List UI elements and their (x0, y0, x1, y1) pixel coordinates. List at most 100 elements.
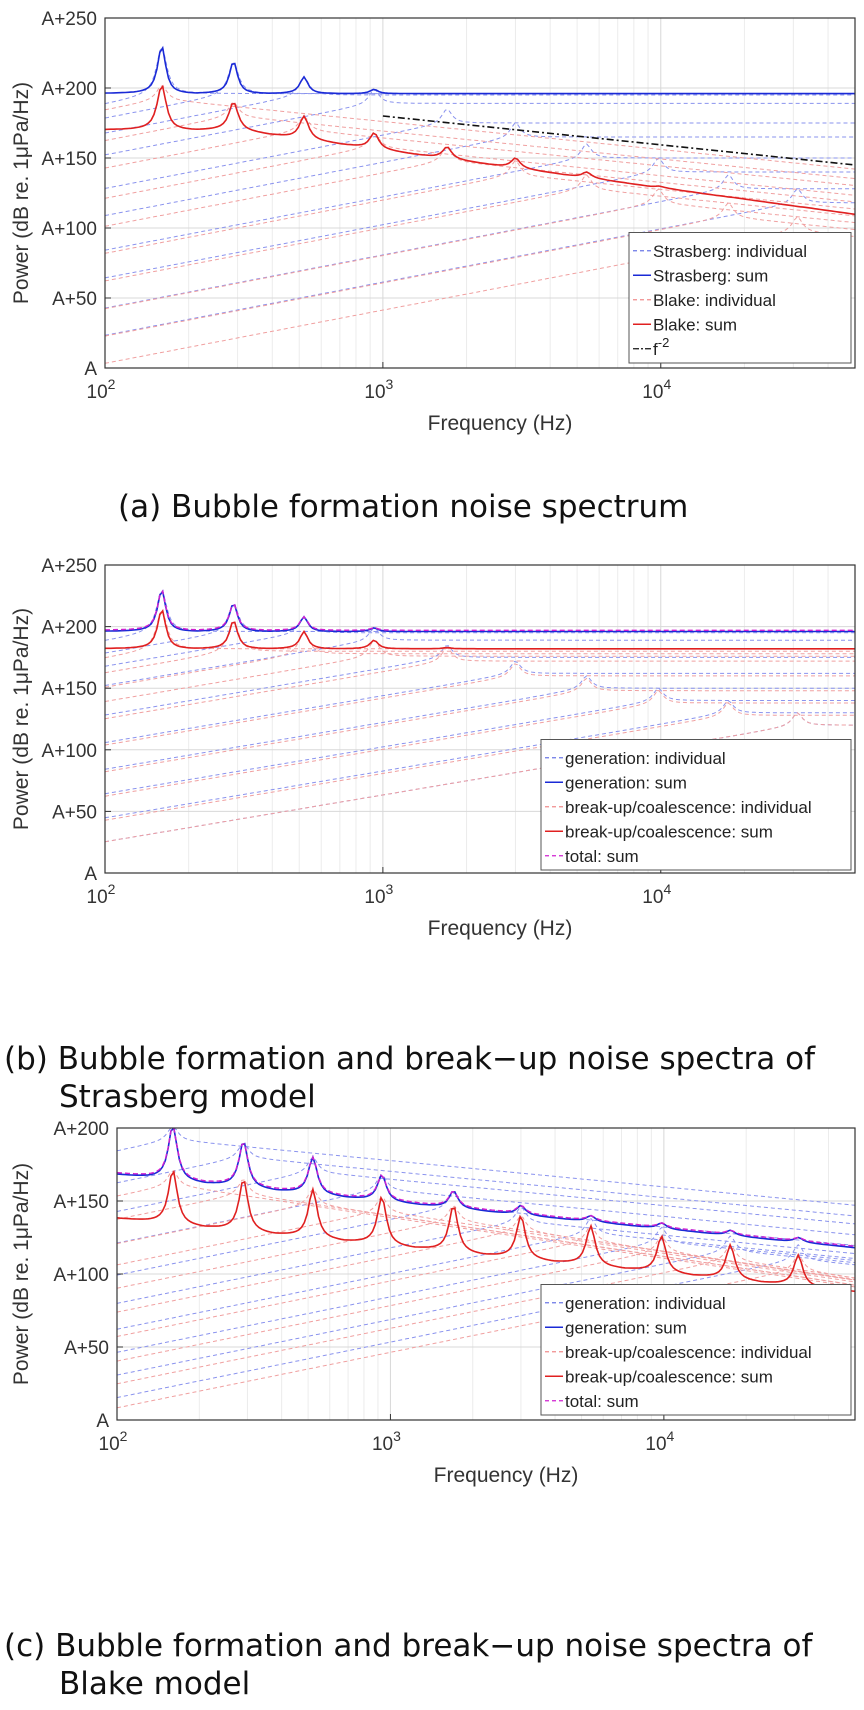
blake-individual-curve (105, 132, 855, 199)
legend-label-text: generation: sum (565, 773, 687, 792)
plot-area-c (117, 1128, 855, 1409)
breakup-sum-curve (105, 609, 855, 650)
legend-c: generation: individual generation: sum bre… (540, 1284, 852, 1416)
strasberg-individual-curve (105, 143, 855, 251)
breakup-individual-curve (105, 647, 855, 720)
legend-box (540, 739, 852, 871)
y-tick-label: A+100 (42, 219, 97, 240)
legend-label-text: break-up/coalescence: individual (565, 1343, 812, 1362)
x-tick-base: 10 (87, 887, 108, 908)
x-tick-label: 104 (645, 1428, 674, 1455)
y-tick-label: A+150 (54, 1192, 109, 1213)
x-tick-exp: 2 (108, 376, 116, 392)
caption-b: (b) Bubble formation and break−up noise … (4, 1040, 815, 1116)
legend-label: Strasberg: individual (653, 242, 807, 261)
y-tick-label: A+200 (42, 79, 97, 100)
y-tick-label: A+50 (52, 289, 97, 310)
y-axis-label: Power (dB re. 1μPa/Hz) (10, 82, 33, 304)
breakup-individual-curve (105, 630, 855, 688)
x-tick-label: 104 (642, 881, 671, 908)
strasberg-individual-curve (105, 157, 855, 279)
x-tick-base: 10 (87, 382, 108, 403)
caption-b-line-2: Strasberg model (59, 1079, 316, 1115)
caption-c: (c) Bubble formation and break−up noise … (4, 1627, 812, 1703)
breakup-individual-curve (117, 1170, 855, 1288)
panel-a: A A+50 A+100 A+150 A+200 A+250 102 103 104 Freque… (0, 0, 864, 545)
strasberg-individual-curve (105, 122, 855, 216)
legend-box (628, 232, 852, 364)
strasberg-individual-curve (105, 109, 855, 189)
breakup-individual-curve (105, 702, 855, 821)
y-tick-label: A+150 (42, 679, 97, 700)
breakup-individual-curve (105, 712, 855, 843)
panel-b: A A+50 A+100 A+150 A+200 A+250 102 103 104 Freque… (0, 545, 864, 1115)
breakup-individual-curve (105, 609, 855, 659)
breakup-individual-curve (105, 663, 855, 746)
breakup-individual-curve (105, 690, 855, 797)
legend-label-text: total: sum (565, 1392, 639, 1411)
total-sum-curve (117, 1128, 855, 1247)
legend-label-text: total: sum (565, 847, 639, 866)
caption-a-line-1: Bubble formation noise spectrum (171, 489, 689, 525)
strasberg-sum-curve (105, 45, 855, 95)
caption-a-prefix: (a) (118, 489, 162, 525)
blake-individual-curve (105, 147, 855, 227)
y-tick-label: A+250 (42, 556, 97, 577)
legend-label-text: generation: sum (565, 1318, 687, 1337)
caption-b-line-1: Bubble formation and break−up noise spec… (57, 1041, 816, 1077)
x-axis-label: Frequency (Hz) (434, 1464, 579, 1487)
axes-box-b (104, 564, 856, 874)
legend-label: generation: sum (565, 1318, 687, 1337)
y-tick-label: A (84, 864, 97, 885)
legend-label: break-up/coalescence: sum (565, 1367, 773, 1386)
x-tick-base: 10 (364, 887, 385, 908)
generation-individual-curve (105, 645, 855, 716)
y-tick-label: A+100 (54, 1265, 109, 1286)
y-axis-label: Power (dB re. 1μPa/Hz) (10, 608, 33, 830)
legend-label-text: Blake: sum (653, 315, 737, 334)
x-tick-exp: 4 (667, 1428, 675, 1444)
x-axis-label: Frequency (Hz) (428, 412, 573, 435)
y-tick-label: A (84, 359, 97, 380)
x-tick-exp: 4 (663, 376, 671, 392)
legend-label-text: Blake: individual (653, 291, 776, 310)
x-tick-label: 103 (372, 1428, 401, 1455)
strasberg-individual-curve (105, 188, 855, 336)
legend-label: break-up/coalescence: sum (565, 822, 773, 841)
strasberg-individual-curve (105, 89, 855, 156)
generation-individual-curve (105, 675, 855, 770)
legend-label: Blake: sum (653, 315, 737, 334)
generation-individual-curve (105, 627, 855, 686)
generation-individual-curve (117, 1156, 855, 1225)
legend-label: Blake: individual (653, 291, 776, 310)
y-tick-label: A+50 (64, 1338, 109, 1359)
legend-label: generation: individual (565, 1294, 726, 1313)
legend-label-text: generation: individual (565, 1294, 726, 1313)
x-tick-label: 103 (364, 376, 393, 403)
blake-sum-curve (105, 84, 855, 216)
panel-c: A A+50 A+100 A+150 A+200 102 103 104 Frequency (… (0, 1110, 864, 1710)
generation-individual-curve (105, 699, 855, 819)
strasberg-individual-curve (105, 174, 855, 309)
legend-label-text: break-up/coalescence: sum (565, 822, 773, 841)
x-tick-base: 10 (645, 1434, 666, 1455)
legend-label: Strasberg: sum (653, 266, 768, 285)
legend-label-text: generation: individual (565, 749, 726, 768)
legend-label: total: sum (565, 847, 639, 866)
blake-individual-curve (105, 188, 855, 310)
x-tick-label: 102 (87, 376, 116, 403)
legend-label: total: sum (565, 1392, 639, 1411)
y-tick-label: A+200 (54, 1119, 109, 1140)
y-tick-label: A+50 (52, 802, 97, 823)
x-tick-base: 10 (642, 887, 663, 908)
caption-c-line-1: Bubble formation and break−up noise spec… (55, 1628, 813, 1664)
x-tick-exp: 2 (108, 881, 116, 897)
caption-a: (a) Bubble formation noise spectrum (118, 488, 688, 526)
legend-label-text: break-up/coalescence: sum (565, 1367, 773, 1386)
legend-label: break-up/coalescence: individual (565, 798, 812, 817)
generation-individual-curve (117, 1217, 855, 1330)
legend-label-text: Strasberg: sum (653, 266, 768, 285)
x-tick-exp: 4 (663, 881, 671, 897)
breakup-individual-curve (117, 1196, 855, 1283)
